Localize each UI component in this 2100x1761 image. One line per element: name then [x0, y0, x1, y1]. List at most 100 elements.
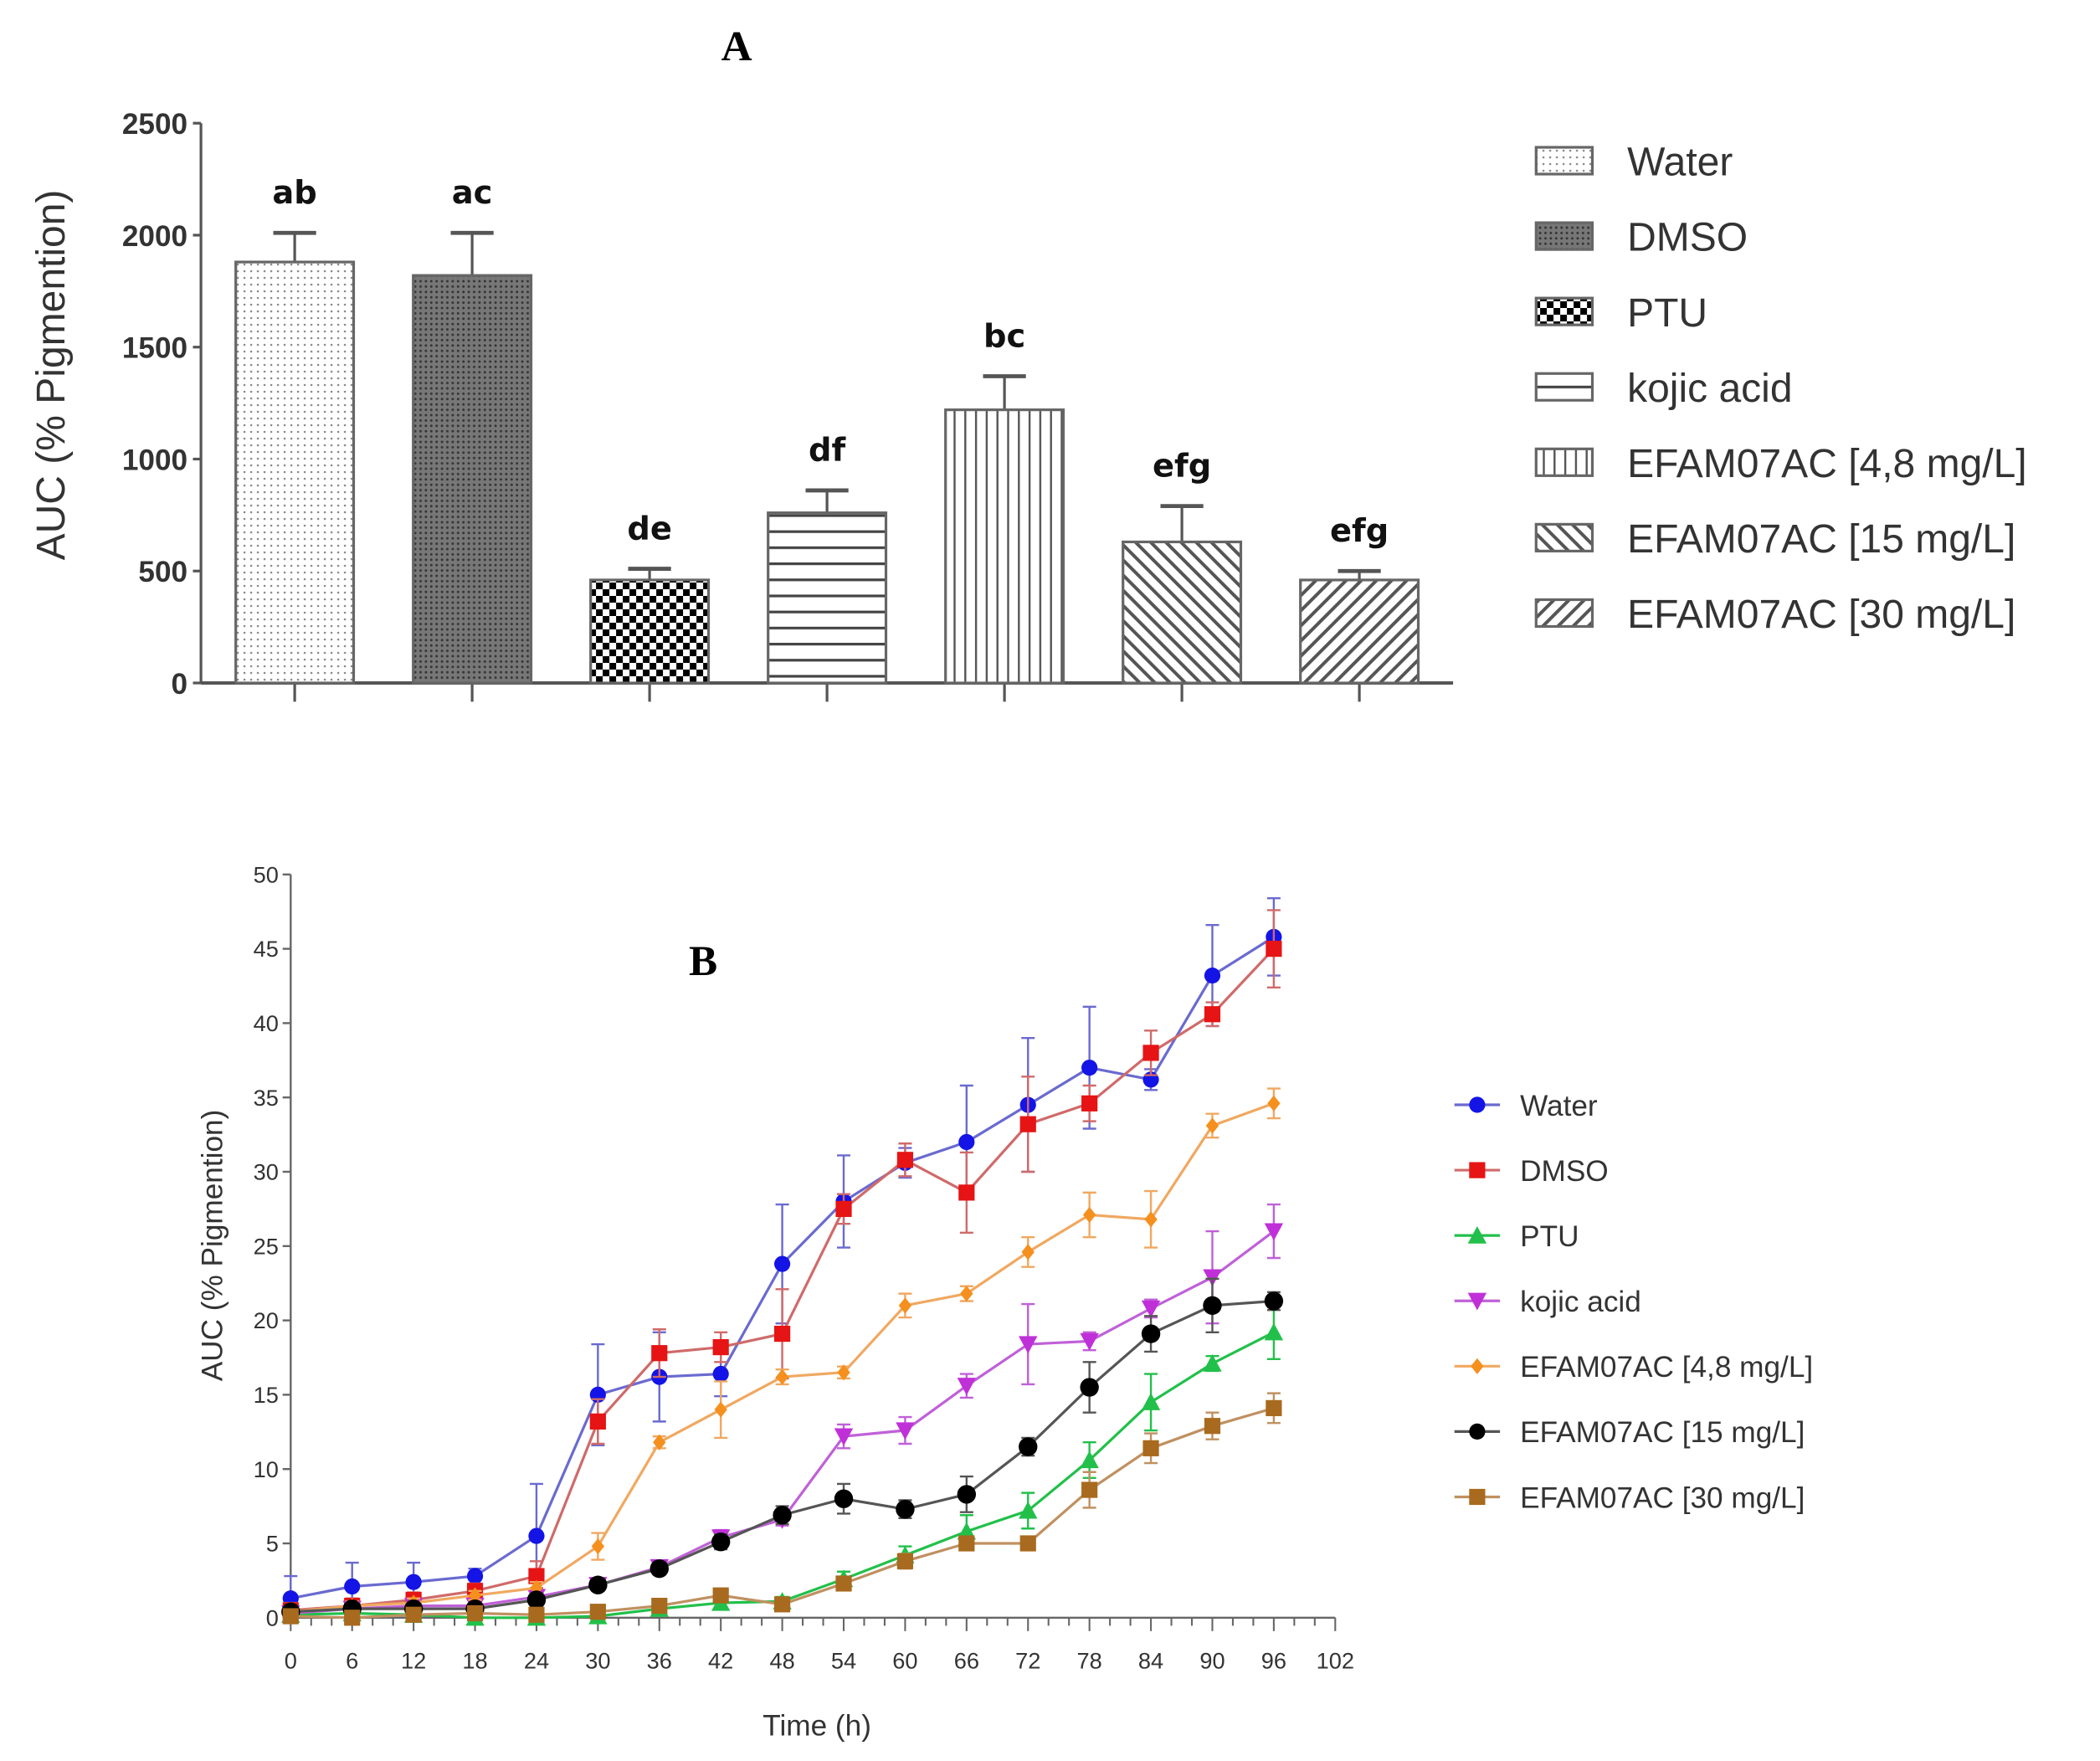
x-tick-label: 6 — [346, 1648, 358, 1674]
bar — [767, 511, 888, 685]
legend-swatch — [1534, 522, 1594, 553]
x-tick-label: 30 — [585, 1648, 610, 1674]
legend-label: DMSO — [1520, 1155, 1609, 1188]
legend-label: Water — [1627, 141, 1733, 185]
marker-triangle-down — [957, 1378, 977, 1395]
y-tick-label: 35 — [254, 1085, 279, 1111]
x-tick-label: 0 — [285, 1648, 297, 1674]
y-tick-label: 20 — [254, 1307, 279, 1333]
marker-square — [528, 1606, 545, 1623]
marker-diamond — [1082, 1206, 1096, 1224]
legend-label: EFAM07AC [4,8 mg/L] — [1520, 1351, 1813, 1384]
x-tick-label: 72 — [1015, 1648, 1040, 1674]
legend-label: EFAM07AC [15 mg/L] — [1520, 1416, 1805, 1449]
bar-annotation: de — [627, 510, 672, 547]
bar-annotation: ac — [452, 174, 493, 212]
marker-triangle-down — [834, 1428, 854, 1446]
marker-diamond — [653, 1434, 666, 1450]
bar-annotation: efg — [1330, 512, 1389, 550]
marker-square — [589, 1413, 606, 1430]
bar-annotation: bc — [983, 317, 1025, 355]
x-axis-label-b: Time (h) — [762, 1710, 871, 1743]
bar — [589, 578, 711, 685]
legend-swatch — [1534, 372, 1594, 402]
marker-circle — [1203, 1296, 1222, 1316]
y-tick-label: 2000 — [122, 220, 187, 253]
marker-square — [835, 1200, 852, 1217]
legend-label: PTU — [1520, 1220, 1579, 1253]
marker-diamond — [775, 1368, 789, 1385]
x-tick-label: 54 — [831, 1648, 856, 1674]
marker-square — [1469, 1162, 1486, 1178]
legend-swatch — [1534, 221, 1594, 251]
marker-diamond — [1471, 1358, 1484, 1374]
marker-circle — [1141, 1324, 1161, 1343]
x-tick-label: 36 — [647, 1648, 672, 1674]
marker-square — [1019, 1116, 1036, 1132]
marker-square — [528, 1568, 545, 1584]
marker-square — [1142, 1440, 1159, 1456]
marker-triangle-down — [896, 1422, 915, 1440]
x-tick-label: 78 — [1077, 1648, 1102, 1674]
marker-diamond — [714, 1401, 727, 1418]
marker-circle — [773, 1255, 791, 1272]
y-tick-label: 15 — [254, 1382, 279, 1408]
x-tick-label: 48 — [769, 1648, 794, 1674]
bar — [944, 408, 1065, 685]
line-chart-b: B AUC (% Pigmention) Time (h) 0 5 10 15 20 25… — [197, 861, 1813, 1742]
x-tick-label: 24 — [524, 1648, 549, 1674]
bar-annotation: ab — [272, 174, 316, 212]
y-tick-label: 10 — [254, 1456, 279, 1482]
y-tick-label: 2500 — [122, 108, 187, 141]
marker-triangle-up — [1467, 1225, 1487, 1244]
marker-square — [712, 1338, 729, 1356]
marker-triangle-down — [1019, 1336, 1038, 1354]
marker-circle — [528, 1527, 545, 1544]
marker-circle — [958, 1133, 975, 1151]
marker-diamond — [960, 1286, 973, 1302]
y-tick-label: 25 — [254, 1233, 279, 1259]
marker-triangle-up — [1141, 1393, 1161, 1410]
marker-square — [835, 1575, 852, 1592]
marker-circle — [1469, 1096, 1486, 1113]
marker-circle — [344, 1578, 361, 1595]
marker-square — [958, 1184, 975, 1201]
marker-square — [1081, 1095, 1098, 1112]
marker-circle — [773, 1506, 792, 1525]
x-tick-label: 96 — [1261, 1648, 1286, 1674]
legend-label: PTU — [1627, 291, 1707, 336]
marker-diamond — [837, 1364, 850, 1381]
marker-square — [282, 1608, 299, 1625]
legend-label: EFAM07AC [15 mg/L] — [1627, 517, 2015, 562]
marker-circle — [466, 1568, 484, 1584]
marker-square — [651, 1345, 668, 1362]
marker-square — [958, 1535, 975, 1552]
legend-swatch — [1534, 146, 1594, 176]
legend-label: EFAM07AC [4,8 mg/L] — [1627, 442, 2027, 486]
bar — [412, 274, 533, 685]
marker-diamond — [468, 1587, 482, 1604]
marker-circle — [1019, 1437, 1038, 1456]
marker-square — [773, 1325, 791, 1343]
marker-circle — [896, 1499, 915, 1519]
marker-square — [1204, 1418, 1221, 1435]
marker-square — [1019, 1535, 1036, 1552]
legend-label: EFAM07AC [30 mg/L] — [1520, 1481, 1805, 1514]
marker-square — [773, 1596, 791, 1613]
marker-diamond — [1021, 1244, 1035, 1260]
marker-triangle-down — [1141, 1300, 1161, 1318]
marker-circle — [650, 1558, 669, 1579]
y-tick-label: 45 — [254, 936, 279, 962]
marker-square — [1081, 1481, 1098, 1498]
bar-chart-a: A AUC (% Pigmention) 0 500 1000 1500 2000 250… — [29, 23, 2027, 702]
marker-triangle-up — [1019, 1501, 1038, 1519]
marker-diamond — [1267, 1095, 1281, 1112]
marker-circle — [1204, 967, 1221, 984]
y-axis-label-a: AUC (% Pigmention) — [29, 190, 74, 561]
marker-circle — [588, 1575, 608, 1594]
marker-triangle-up — [1080, 1450, 1099, 1469]
marker-square — [405, 1606, 422, 1623]
legend-swatch — [1534, 447, 1594, 477]
